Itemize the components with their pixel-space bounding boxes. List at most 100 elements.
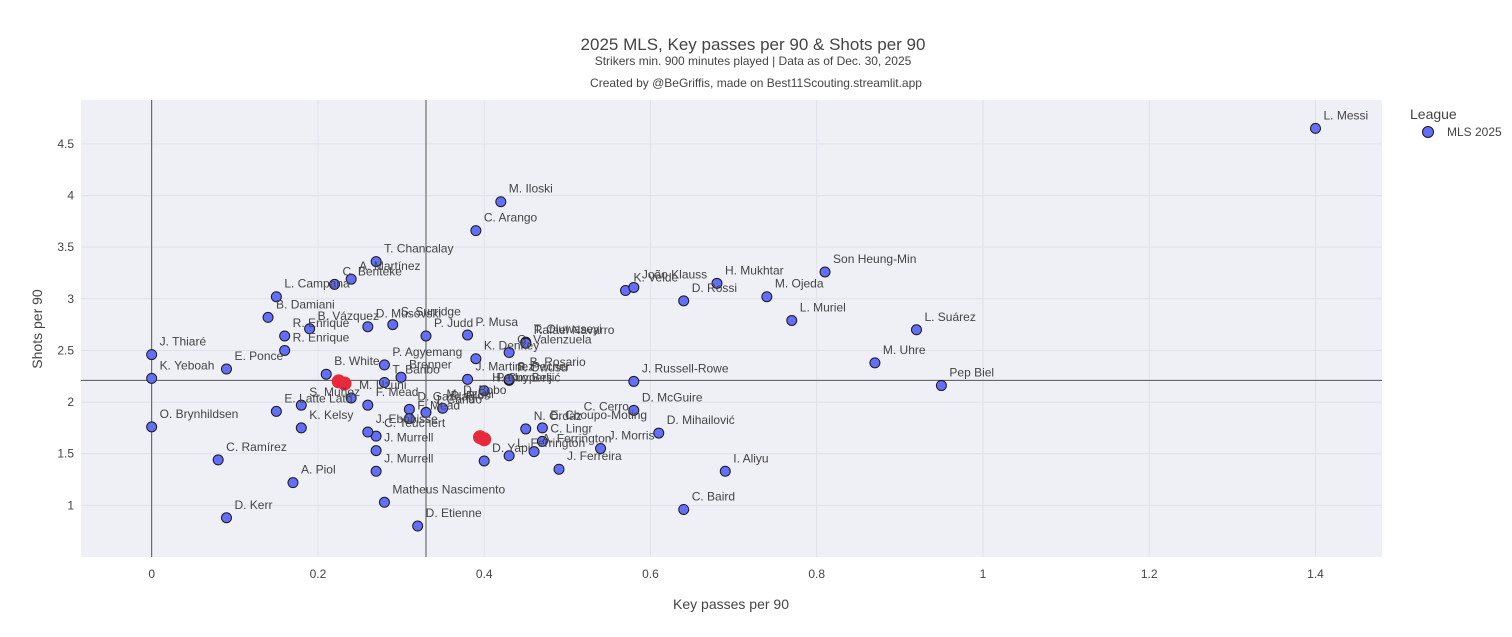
point-label: M. Iloski	[509, 182, 553, 196]
data-point[interactable]	[910, 324, 922, 336]
data-point[interactable]	[536, 435, 548, 447]
data-point[interactable]	[478, 385, 490, 397]
reference-lines	[81, 100, 1382, 557]
data-point[interactable]	[287, 477, 299, 489]
point-label: I. Aliyu	[733, 451, 768, 465]
data-point[interactable]	[146, 349, 158, 361]
data-point[interactable]	[528, 446, 540, 458]
point-label: J. Murrell	[384, 451, 433, 465]
highlight-point[interactable]	[477, 432, 492, 447]
point-label: C. Benteke	[343, 264, 403, 278]
data-point[interactable]	[412, 520, 424, 532]
data-point[interactable]	[395, 371, 407, 383]
x-tick-label: 1.2	[1141, 567, 1158, 581]
data-point[interactable]	[212, 454, 224, 466]
point-label: B. Rosario	[530, 355, 586, 369]
data-point[interactable]	[520, 423, 532, 435]
y-axis-ticks: 1 1.5 2 2.5 3 3.5 4 4.5	[57, 137, 74, 512]
data-point[interactable]	[420, 406, 432, 418]
point-label: J. Morris	[609, 429, 655, 443]
data-point[interactable]	[711, 277, 723, 289]
data-point[interactable]	[869, 357, 881, 369]
highlight-point[interactable]	[337, 376, 352, 391]
y-tick-label: 4	[67, 189, 74, 203]
x-axis-ticks: 0 0.2 0.4 0.6 0.8 1 1.2 1.4	[148, 567, 1324, 581]
data-point[interactable]	[653, 427, 665, 439]
data-point[interactable]	[437, 402, 449, 414]
data-point[interactable]	[146, 372, 158, 384]
data-point[interactable]	[279, 330, 291, 342]
data-point[interactable]	[536, 422, 548, 434]
point-label: H. Cuypers	[492, 371, 552, 385]
data-point[interactable]	[320, 368, 332, 380]
data-point[interactable]	[628, 404, 640, 416]
data-points	[146, 122, 1321, 532]
data-point[interactable]	[270, 291, 282, 303]
data-point[interactable]	[146, 421, 158, 433]
data-point[interactable]	[628, 281, 640, 293]
point-label: K. Yeboah	[160, 358, 215, 372]
data-point[interactable]	[819, 266, 831, 278]
y-tick-label: 2.5	[57, 343, 74, 357]
data-point[interactable]	[761, 291, 773, 303]
data-point[interactable]	[678, 503, 690, 515]
data-point[interactable]	[220, 363, 232, 375]
data-point[interactable]	[420, 330, 432, 342]
data-point[interactable]	[520, 337, 532, 349]
point-label: Pep Biel	[949, 366, 994, 380]
data-point[interactable]	[345, 273, 357, 285]
data-point[interactable]	[1309, 122, 1321, 134]
point-label: G. Valenzuela	[517, 333, 592, 347]
data-point[interactable]	[462, 329, 474, 341]
data-point[interactable]	[345, 392, 357, 404]
data-point[interactable]	[678, 295, 690, 307]
point-label: D. McGuire	[642, 390, 703, 404]
data-point[interactable]	[553, 463, 565, 475]
point-label: F. Mead	[417, 399, 460, 413]
point-label: T. Oluwaseyi	[534, 322, 602, 336]
data-point[interactable]	[370, 465, 382, 477]
data-point[interactable]	[295, 399, 307, 411]
point-label: M. Uzuni	[359, 378, 406, 392]
data-point[interactable]	[370, 256, 382, 268]
data-point[interactable]	[403, 413, 415, 425]
point-label: H. Mukhtar	[725, 263, 784, 277]
data-point[interactable]	[628, 375, 640, 387]
data-point[interactable]	[503, 450, 515, 462]
chart-subtitle: Strikers min. 900 minutes played | Data …	[595, 54, 912, 68]
data-point[interactable]	[935, 380, 947, 392]
data-point[interactable]	[370, 445, 382, 457]
data-point[interactable]	[495, 196, 507, 208]
legend-item-mls-2025[interactable]: MLS 2025	[1422, 125, 1503, 139]
data-point[interactable]	[362, 426, 374, 438]
data-point[interactable]	[262, 311, 274, 323]
data-point[interactable]	[387, 319, 399, 331]
data-point[interactable]	[470, 225, 482, 237]
point-label: R. Enrique	[293, 330, 350, 344]
data-point[interactable]	[378, 359, 390, 371]
point-label: F. Mead	[376, 385, 419, 399]
data-point[interactable]	[378, 496, 390, 508]
data-point[interactable]	[329, 278, 341, 290]
data-point[interactable]	[719, 465, 731, 477]
point-label: A. Piol	[301, 463, 336, 477]
data-point[interactable]	[786, 314, 798, 326]
data-point[interactable]	[503, 373, 515, 385]
data-point[interactable]	[304, 323, 316, 335]
data-point[interactable]	[595, 443, 607, 455]
data-point[interactable]	[362, 321, 374, 333]
data-point[interactable]	[279, 344, 291, 356]
data-point[interactable]	[220, 512, 232, 524]
point-label: B. Vázquez	[318, 309, 379, 323]
data-point[interactable]	[470, 353, 482, 365]
point-label: Brenner	[409, 357, 452, 371]
data-point[interactable]	[362, 399, 374, 411]
data-point[interactable]	[295, 422, 307, 434]
data-point[interactable]	[378, 376, 390, 388]
data-point[interactable]	[503, 347, 515, 359]
point-label: P. Owusu	[517, 360, 567, 374]
data-point[interactable]	[478, 455, 490, 467]
data-point[interactable]	[270, 405, 282, 417]
data-point[interactable]	[462, 373, 474, 385]
